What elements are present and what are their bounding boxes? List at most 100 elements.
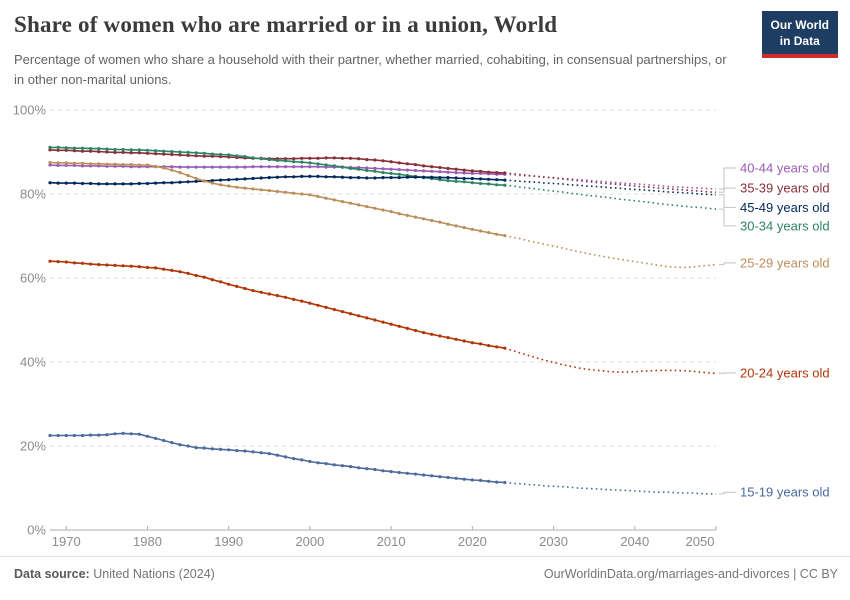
data-point bbox=[413, 175, 418, 179]
data-point bbox=[446, 222, 450, 226]
data-point bbox=[235, 449, 239, 453]
data-point bbox=[145, 148, 150, 152]
data-point bbox=[381, 320, 385, 324]
data-point bbox=[454, 476, 458, 480]
data-point bbox=[316, 174, 320, 178]
data-point bbox=[462, 176, 466, 181]
data-point bbox=[202, 165, 206, 169]
data-point bbox=[332, 175, 336, 179]
data-point bbox=[259, 188, 263, 192]
page-subtitle: Percentage of women who share a househol… bbox=[14, 52, 727, 87]
data-point bbox=[80, 181, 85, 186]
data-point bbox=[154, 266, 158, 270]
data-point bbox=[430, 332, 434, 336]
data-point bbox=[365, 158, 369, 162]
data-point bbox=[283, 190, 288, 194]
data-point bbox=[259, 165, 263, 169]
label-connector-30-34 bbox=[719, 208, 736, 227]
data-point bbox=[97, 433, 101, 437]
data-point bbox=[348, 465, 353, 469]
data-point bbox=[373, 467, 377, 472]
data-point bbox=[121, 264, 125, 268]
y-axis-tick-label: 80% bbox=[20, 187, 46, 202]
data-point bbox=[405, 471, 409, 475]
data-point bbox=[219, 178, 223, 182]
series-line-15-19 bbox=[50, 432, 505, 484]
data-point bbox=[462, 477, 466, 481]
data-point bbox=[373, 166, 377, 170]
owid-logo[interactable]: Our World in Data bbox=[761, 11, 838, 59]
data-point bbox=[397, 470, 401, 475]
series-projection-35-39 bbox=[504, 172, 717, 194]
data-point bbox=[397, 176, 401, 180]
data-point bbox=[194, 273, 198, 278]
data-point bbox=[97, 147, 101, 151]
data-point bbox=[381, 159, 385, 163]
data-point bbox=[113, 162, 117, 166]
data-point bbox=[170, 168, 174, 172]
data-point bbox=[129, 148, 133, 152]
data-point bbox=[162, 166, 166, 170]
x-axis-tick-label: 2010 bbox=[377, 534, 406, 549]
series-label-45-49[interactable]: 45-49 years old bbox=[740, 200, 830, 215]
data-point bbox=[267, 176, 271, 180]
data-point bbox=[503, 183, 507, 187]
data-point bbox=[202, 151, 206, 155]
data-point bbox=[438, 170, 442, 174]
data-point bbox=[235, 154, 239, 158]
series-label-25-29[interactable]: 25-29 years old bbox=[740, 255, 830, 270]
data-point bbox=[186, 150, 190, 154]
data-point bbox=[72, 261, 76, 265]
data-point bbox=[405, 162, 409, 166]
data-point bbox=[478, 229, 483, 233]
series-line-25-29 bbox=[49, 161, 505, 237]
data-point bbox=[381, 167, 385, 171]
data-point bbox=[332, 156, 336, 160]
data-point bbox=[340, 175, 344, 179]
data-point bbox=[178, 443, 182, 447]
data-point bbox=[210, 179, 214, 183]
data-point bbox=[332, 307, 336, 312]
data-point bbox=[389, 171, 393, 175]
data-point bbox=[454, 176, 458, 180]
data-point bbox=[210, 447, 214, 451]
series-label-30-34[interactable]: 30-34 years old bbox=[740, 218, 830, 233]
y-axis-tick-label: 0% bbox=[27, 523, 46, 538]
data-point bbox=[283, 165, 288, 169]
series-label-20-24[interactable]: 20-24 years old bbox=[740, 365, 830, 380]
data-point bbox=[324, 156, 328, 160]
data-point bbox=[56, 145, 60, 149]
data-point bbox=[413, 215, 418, 219]
data-point bbox=[438, 475, 442, 479]
data-point bbox=[72, 161, 76, 165]
data-point bbox=[454, 224, 458, 228]
data-point bbox=[292, 297, 296, 301]
series-label-40-44[interactable]: 40-44 years old bbox=[740, 161, 830, 176]
data-point bbox=[251, 176, 255, 181]
data-point bbox=[462, 180, 466, 184]
data-point bbox=[178, 270, 182, 274]
series-label-15-19[interactable]: 15-19 years old bbox=[740, 485, 830, 500]
y-axis-tick-label: 100% bbox=[13, 103, 47, 118]
data-point bbox=[227, 153, 231, 157]
series-label-35-39[interactable]: 35-39 years old bbox=[740, 181, 830, 196]
data-point bbox=[145, 163, 150, 167]
data-point bbox=[324, 163, 328, 167]
data-point bbox=[381, 171, 385, 175]
data-point bbox=[194, 151, 198, 155]
data-point bbox=[324, 305, 328, 309]
data-point bbox=[340, 156, 344, 160]
data-point bbox=[113, 263, 117, 267]
data-point bbox=[308, 174, 312, 178]
data-point bbox=[446, 170, 450, 174]
footer-license-link[interactable]: OurWorldinData.org/marriages-and-divorce… bbox=[543, 567, 838, 581]
data-point bbox=[487, 177, 491, 181]
data-point bbox=[194, 176, 198, 181]
data-point bbox=[389, 322, 393, 326]
data-point bbox=[422, 331, 426, 335]
data-point bbox=[348, 166, 353, 170]
data-point bbox=[64, 146, 68, 150]
data-point bbox=[397, 212, 401, 216]
data-point bbox=[292, 157, 296, 161]
